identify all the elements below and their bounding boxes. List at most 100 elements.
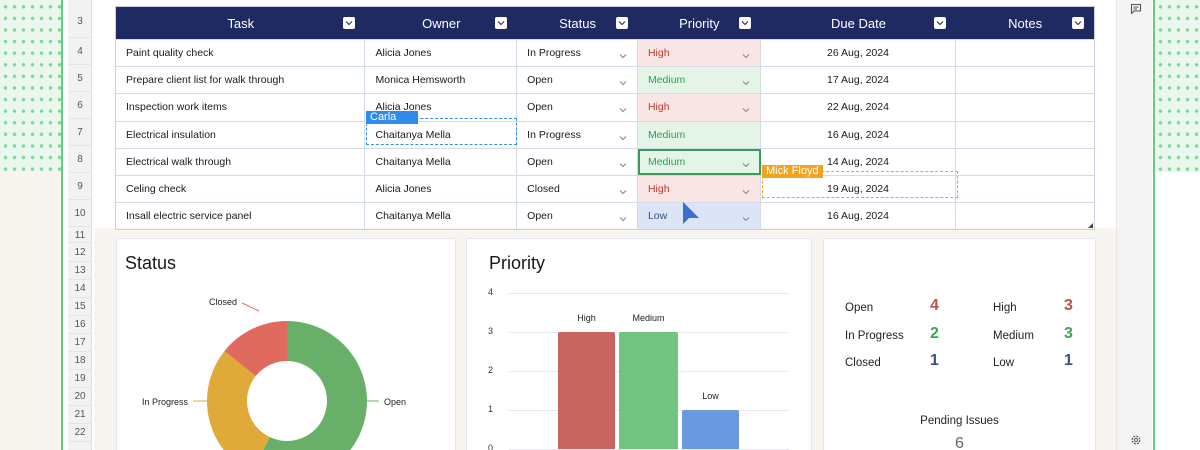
chevron-down-icon[interactable]	[742, 104, 750, 113]
summary-in-progress-label: In Progress	[845, 330, 904, 342]
column-header-owner[interactable]: Owner	[365, 7, 517, 39]
chevron-down-icon[interactable]	[742, 159, 750, 168]
row-number[interactable]: 7	[68, 119, 92, 146]
bar-high[interactable]	[558, 332, 615, 449]
cell-owner[interactable]: Alicia Jones	[365, 94, 518, 121]
cell-notes[interactable]	[956, 40, 1094, 66]
cell-owner[interactable]: Monica Hemsworth	[365, 67, 518, 94]
column-header-task[interactable]: Task	[116, 7, 365, 39]
row-number[interactable]: 17	[68, 334, 92, 352]
filter-dropdown-icon[interactable]	[934, 17, 947, 29]
cell-priority[interactable]: High	[637, 40, 761, 67]
cell-priority[interactable]: Medium	[637, 67, 761, 94]
cell-status[interactable]: In Progress	[517, 121, 638, 148]
filter-dropdown-icon[interactable]	[343, 17, 356, 29]
chevron-down-icon[interactable]	[619, 104, 627, 113]
row-number[interactable]: 15	[68, 298, 92, 316]
donut-slice-closed[interactable]	[224, 321, 287, 377]
chevron-down-icon[interactable]	[619, 186, 627, 195]
row-number[interactable]: 20	[68, 388, 92, 406]
chevron-down-icon[interactable]	[742, 77, 750, 86]
cell-due-date[interactable]: 16 Aug, 2024	[761, 121, 957, 148]
cell-notes[interactable]	[956, 122, 1094, 148]
bar-medium[interactable]	[619, 332, 678, 449]
row-number[interactable]: 11	[68, 228, 92, 243]
row-number[interactable]: 14	[68, 280, 92, 298]
row-number[interactable]: 12	[68, 243, 92, 262]
cell-task[interactable]: Prepare client list for walk through	[116, 67, 366, 94]
cell-due-date[interactable]: 22 Aug, 2024	[761, 94, 957, 121]
cell-due-date[interactable]: 14 Aug, 2024	[761, 148, 957, 175]
cell-priority[interactable]: Medium	[637, 121, 761, 148]
comment-icon[interactable]	[1130, 3, 1142, 15]
row-number[interactable]: 22	[68, 424, 92, 442]
row-number[interactable]: 4	[68, 38, 92, 65]
cell-status[interactable]: Open	[517, 67, 638, 94]
cell-task[interactable]: Electrical walk through	[116, 148, 366, 175]
cell-due-date[interactable]: 17 Aug, 2024	[761, 67, 957, 94]
cell-due-date[interactable]: 19 Aug, 2024	[761, 175, 957, 203]
cell-task[interactable]: Paint quality check	[116, 40, 366, 67]
row-number[interactable]: 13	[68, 262, 92, 280]
cell-status[interactable]: Closed	[517, 175, 638, 203]
cell-owner[interactable]: Chaitanya Mella	[365, 203, 518, 230]
priority-bar-chart[interactable]: 0 1 2 3 4 High Medium Low	[467, 239, 813, 450]
column-header-due-date[interactable]: Due Date	[761, 7, 957, 39]
cell-task[interactable]: Electrical insulation	[116, 121, 366, 148]
table-resize-handle[interactable]	[1088, 223, 1093, 229]
chevron-down-icon[interactable]	[619, 213, 627, 222]
cell-task[interactable]: Celing check	[116, 175, 366, 203]
cell-status[interactable]: Open	[517, 203, 638, 230]
chevron-down-icon[interactable]	[742, 50, 750, 59]
cell-priority[interactable]: High	[637, 94, 761, 121]
collaborator-tag-carla: Carla	[366, 111, 418, 124]
filter-dropdown-icon[interactable]	[738, 17, 751, 29]
cell-notes[interactable]	[956, 67, 1094, 93]
settings-icon[interactable]	[1130, 434, 1142, 446]
cell-status[interactable]: Open	[517, 148, 638, 175]
cell-task[interactable]: Insall electric service panel	[116, 203, 366, 230]
filter-dropdown-icon[interactable]	[495, 17, 508, 29]
column-header-label: Status	[559, 15, 596, 31]
cell-due-date[interactable]: 26 Aug, 2024	[761, 40, 957, 67]
cell-priority[interactable]: Low	[637, 203, 761, 230]
donut-slice-in-progress[interactable]	[207, 351, 270, 450]
chevron-down-icon[interactable]	[619, 77, 627, 86]
bar-low[interactable]	[682, 410, 739, 449]
cell-notes[interactable]	[956, 149, 1094, 175]
cell-owner[interactable]: Alicia Jones	[365, 40, 518, 67]
cell-owner[interactable]: Alicia Jones	[365, 175, 518, 203]
cell-priority[interactable]: High	[637, 175, 761, 203]
row-number[interactable]: 18	[68, 352, 92, 370]
row-number[interactable]: 19	[68, 370, 92, 388]
cell-due-date[interactable]: 16 Aug, 2024	[761, 203, 957, 230]
row-number[interactable]: 8	[68, 146, 92, 173]
row-number[interactable]: 16	[68, 316, 92, 334]
row-number[interactable]: 5	[68, 65, 92, 92]
cell-notes[interactable]	[956, 203, 1094, 229]
chevron-down-icon[interactable]	[619, 50, 627, 59]
cell-task[interactable]: Inspection work items	[116, 94, 366, 121]
cell-status[interactable]: In Progress	[517, 40, 638, 67]
column-header-status[interactable]: Status	[517, 7, 638, 39]
row-number[interactable]: 9	[68, 173, 92, 200]
chevron-down-icon[interactable]	[619, 132, 627, 140]
cell-status[interactable]: Open	[517, 94, 638, 121]
row-number[interactable]: 3	[68, 6, 92, 38]
column-header-priority[interactable]: Priority	[638, 7, 761, 39]
filter-dropdown-icon[interactable]	[1071, 17, 1084, 29]
chevron-down-icon[interactable]	[742, 186, 750, 195]
cell-priority[interactable]: Medium	[637, 148, 761, 175]
status-donut-chart[interactable]: Open In Progress Closed	[117, 239, 457, 450]
cell-notes[interactable]	[956, 176, 1094, 202]
cell-notes[interactable]	[956, 94, 1094, 120]
column-header-notes[interactable]: Notes	[956, 7, 1094, 39]
row-number[interactable]: 21	[68, 406, 92, 424]
row-number[interactable]: 10	[68, 200, 92, 227]
chevron-down-icon[interactable]	[619, 159, 627, 168]
donut-slice-open[interactable]	[252, 321, 367, 450]
row-number[interactable]: 6	[68, 92, 92, 119]
cell-owner[interactable]: Chaitanya Mella	[365, 148, 518, 175]
filter-dropdown-icon[interactable]	[615, 17, 628, 29]
chevron-down-icon[interactable]	[742, 213, 750, 222]
